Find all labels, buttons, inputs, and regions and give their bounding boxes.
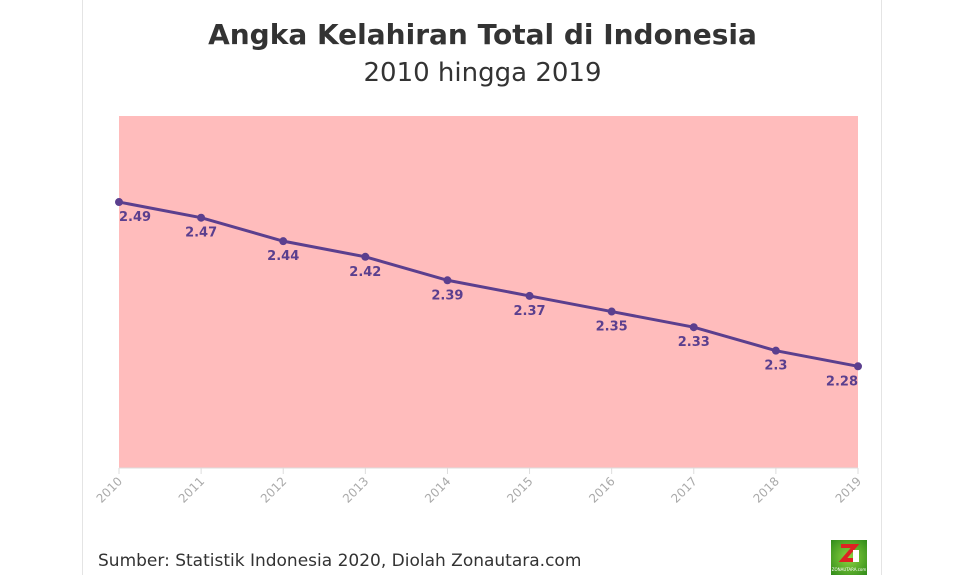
data-label: 2.28 — [826, 374, 858, 389]
svg-text:ZONAUTARA.com: ZONAUTARA.com — [832, 567, 867, 572]
data-label: 2.35 — [596, 320, 628, 335]
data-point — [361, 252, 370, 261]
chart-frame — [82, 0, 882, 575]
data-label: 2.39 — [431, 288, 463, 303]
data-label: 2.49 — [119, 210, 151, 225]
data-point — [525, 291, 534, 300]
data-label: 2.47 — [185, 226, 217, 241]
x-tick-label: 2018 — [751, 474, 782, 505]
data-point — [279, 237, 288, 246]
x-tick-label: 2012 — [258, 474, 289, 505]
chart-subtitle: 2010 hingga 2019 — [363, 58, 602, 88]
chart-title: Angka Kelahiran Total di Indonesia — [208, 18, 757, 51]
zonautara-logo: ZONAUTARA.com — [831, 540, 867, 575]
x-tick-label: 2016 — [586, 474, 617, 505]
x-tick-label: 2017 — [668, 474, 699, 505]
x-tick-label: 2015 — [504, 474, 535, 505]
data-point — [771, 346, 780, 355]
data-point — [854, 362, 862, 371]
data-label: 2.44 — [267, 249, 299, 264]
x-tick-label: 2014 — [422, 474, 453, 505]
data-point — [607, 307, 616, 316]
data-label: 2.3 — [764, 359, 787, 374]
data-label: 2.33 — [678, 335, 710, 350]
data-label: 2.42 — [349, 265, 381, 280]
data-point — [689, 323, 698, 332]
data-point — [443, 276, 452, 285]
x-tick-label: 2010 — [94, 474, 125, 505]
series-line — [118, 200, 859, 368]
x-tick-label: 2011 — [176, 474, 207, 505]
data-point — [115, 198, 123, 207]
plot-area — [119, 116, 858, 468]
source-note: Sumber: Statistik Indonesia 2020, Diolah… — [98, 551, 582, 571]
data-point — [197, 213, 206, 222]
x-tick-label: 2013 — [340, 474, 371, 505]
data-label: 2.37 — [514, 304, 546, 319]
x-tick-label: 2019 — [833, 474, 864, 505]
